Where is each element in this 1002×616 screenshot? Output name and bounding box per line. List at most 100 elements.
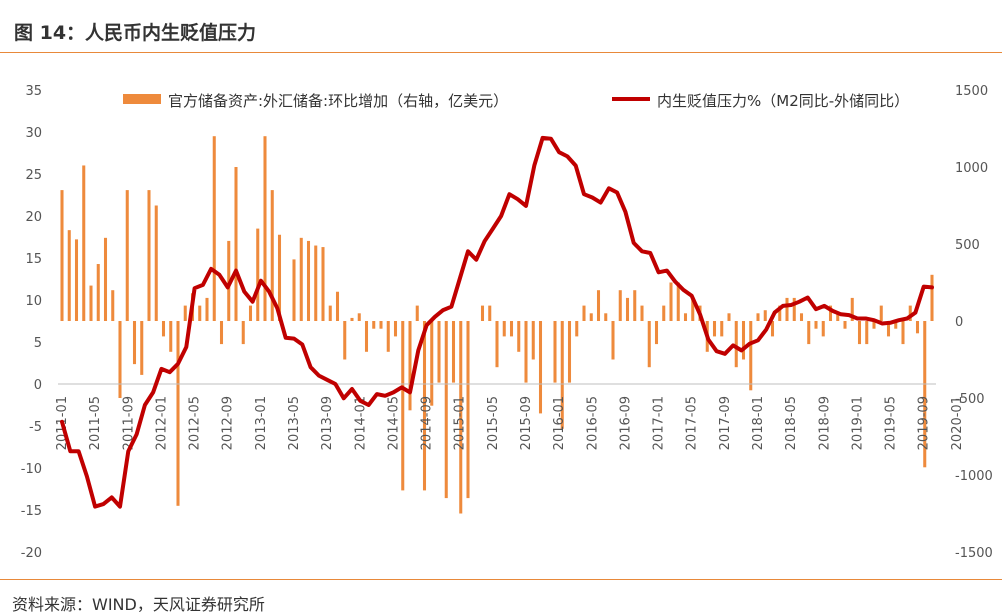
bar <box>792 297 796 321</box>
bar <box>872 321 876 329</box>
bar <box>509 321 514 337</box>
y-right-tick-label: 1000 <box>955 161 988 176</box>
bar <box>763 310 767 321</box>
bar-series <box>60 136 934 514</box>
bar <box>582 305 586 321</box>
bar <box>517 321 521 352</box>
bar <box>306 240 311 321</box>
y-left-tick-label: 0 <box>34 378 42 393</box>
x-tick-label: 2014-09 <box>420 396 435 450</box>
x-tick-label: 2018-09 <box>817 396 832 450</box>
x-axis-labels: 2011-01 2011-05 2011-09 2012-01 2012-05 2012-… <box>55 396 965 450</box>
bar <box>488 305 492 321</box>
bar <box>480 305 485 321</box>
bar <box>857 321 862 345</box>
y-right-tick-label: 500 <box>955 238 980 253</box>
bar <box>328 305 332 321</box>
x-tick-label: 2013-01 <box>254 396 269 450</box>
header-rule <box>0 52 1002 53</box>
y-right-tick-label: -1500 <box>955 546 993 561</box>
y-left-tick-label: 25 <box>25 168 42 183</box>
bar <box>778 305 782 321</box>
bar <box>89 285 93 321</box>
bar <box>596 290 601 321</box>
x-tick-label: 2018-05 <box>784 396 799 450</box>
y-left-tick-label: 5 <box>34 336 42 351</box>
bar <box>749 321 753 391</box>
bar <box>248 305 253 321</box>
bar <box>111 290 115 321</box>
x-tick-label: 2011-05 <box>88 396 103 450</box>
bar <box>654 321 659 345</box>
bar <box>161 321 166 337</box>
bar <box>727 313 731 321</box>
legend-bar-label: 官方储备资产:外汇储备:环比增加（右轴，亿美元） <box>168 92 508 110</box>
bar <box>415 305 419 321</box>
x-tick-label: 2020-01 <box>950 396 965 450</box>
bar <box>140 321 144 375</box>
bar <box>915 321 920 334</box>
bar <box>125 190 129 321</box>
bar <box>604 313 608 321</box>
x-tick-label: 2019-09 <box>917 396 932 450</box>
bar <box>321 247 325 321</box>
x-tick-label: 2019-05 <box>884 396 899 450</box>
bar <box>901 321 905 345</box>
bar <box>422 321 427 491</box>
x-tick-label: 2011-09 <box>121 396 136 450</box>
x-tick-label: 2012-01 <box>154 396 169 450</box>
bar <box>502 321 506 337</box>
y-left-tick-label: 35 <box>25 84 42 99</box>
bar <box>814 321 818 329</box>
x-tick-label: 2013-05 <box>287 396 302 450</box>
bar <box>669 282 673 321</box>
bar <box>553 321 557 383</box>
bar <box>357 313 361 321</box>
bar <box>437 321 441 383</box>
x-tick-label: 2019-01 <box>850 396 865 450</box>
bar <box>82 165 86 321</box>
bar <box>538 321 543 414</box>
y-right-tick-label: -500 <box>955 392 985 407</box>
bar <box>466 321 470 499</box>
bar <box>879 305 883 321</box>
bar <box>379 321 383 329</box>
y-left-tick-label: -10 <box>21 462 42 477</box>
x-tick-label: 2017-05 <box>685 396 700 450</box>
bar <box>567 321 572 383</box>
x-tick-label: 2016-09 <box>618 396 633 450</box>
bar <box>393 321 398 337</box>
bar <box>364 321 369 352</box>
footer-rule <box>0 579 1002 580</box>
x-tick-label: 2012-09 <box>221 396 236 450</box>
bar <box>720 321 724 337</box>
bar <box>625 297 630 321</box>
legend: 官方储备资产:外汇储备:环比增加（右轴，亿美元） 内生贬值压力%（M2同比-外储同… <box>123 92 909 110</box>
bar <box>256 228 260 321</box>
bar <box>843 321 847 329</box>
bar <box>444 321 448 499</box>
bar <box>633 290 637 321</box>
bar <box>524 321 528 383</box>
y-left-tick-label: 20 <box>25 210 42 225</box>
x-tick-label: 2015-05 <box>486 396 501 450</box>
bar <box>118 321 122 398</box>
y-left-tick-label: -15 <box>21 504 42 519</box>
y-left-tick-label: -5 <box>29 420 42 435</box>
bar <box>560 321 564 429</box>
bar <box>60 190 64 321</box>
y-right-tick-label: -1000 <box>955 469 993 484</box>
y-left-tick-label: 15 <box>25 252 42 267</box>
bar <box>67 230 71 321</box>
bar <box>205 297 209 321</box>
bar <box>894 321 898 329</box>
bar <box>147 190 151 321</box>
bar <box>908 305 912 321</box>
legend-line-label: 内生贬值压力%（M2同比-外储同比） <box>657 92 909 110</box>
bar <box>756 313 760 321</box>
bar <box>930 274 934 321</box>
bar <box>676 282 680 321</box>
y-right-tick-label: 0 <box>955 315 963 330</box>
bar <box>96 264 100 321</box>
x-tick-label: 2015-01 <box>453 396 468 450</box>
